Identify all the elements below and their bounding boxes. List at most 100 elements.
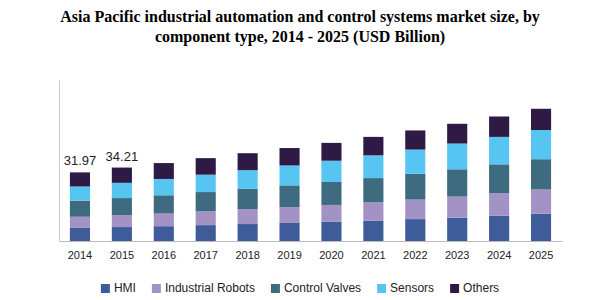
bar-segment <box>112 227 132 241</box>
legend-label: Others <box>463 281 499 295</box>
x-tick-label: 2021 <box>361 249 385 261</box>
bar-segment <box>321 182 341 205</box>
bar-segment <box>447 218 467 241</box>
x-tick: 2018 <box>235 241 259 261</box>
bar-segment <box>279 223 299 241</box>
bars <box>70 109 551 241</box>
bar-segment <box>70 201 90 217</box>
x-tick: 2017 <box>193 241 217 261</box>
x-tick-label: 2019 <box>277 249 301 261</box>
x-tick: 2014 <box>68 241 92 261</box>
bar-segment <box>238 224 258 241</box>
x-tick: 2022 <box>403 241 427 261</box>
legend-item: HMI <box>101 281 136 295</box>
x-tick-label: 2024 <box>487 249 511 261</box>
bar-segment <box>447 144 467 170</box>
x-tick: 2020 <box>319 241 343 261</box>
title: Asia Pacific industrial automation and c… <box>60 8 540 46</box>
bar-segment <box>112 198 132 215</box>
legend-label: Control Valves <box>284 281 361 295</box>
bar-segment <box>112 168 132 183</box>
bar-segment <box>489 193 509 216</box>
bar-segment <box>279 185 299 207</box>
legend-swatch <box>377 284 386 293</box>
legend-label: HMI <box>114 281 136 295</box>
series-group <box>70 189 551 227</box>
bar-segment <box>154 214 174 227</box>
bar-segment <box>238 170 258 189</box>
bar-segment <box>489 216 509 241</box>
bar-segment <box>154 163 174 179</box>
series-group <box>70 130 551 201</box>
bar-segment <box>489 137 509 164</box>
bar-segment <box>154 226 174 241</box>
bar-segment <box>363 178 383 202</box>
bar-segment <box>70 186 90 200</box>
bar-segment <box>196 158 216 175</box>
x-tick: 2023 <box>445 241 469 261</box>
x-tick: 2016 <box>152 241 176 261</box>
bar-segment <box>531 214 551 241</box>
y-axis <box>59 81 60 242</box>
x-axis: 2014 2015 2016 2017 2018 2019 2020 2021 2022 2023… <box>60 241 563 261</box>
x-tick-label: 2018 <box>235 249 259 261</box>
bar-segment <box>489 116 509 136</box>
total-label: 31.97 <box>64 153 97 168</box>
x-tick: 2021 <box>361 241 385 261</box>
bar-segment <box>112 215 132 227</box>
x-tick-label: 2022 <box>403 249 427 261</box>
legend-item: Sensors <box>377 281 434 295</box>
bar-segment <box>196 211 216 225</box>
legend-swatch <box>101 284 110 293</box>
bar-segment <box>447 197 467 218</box>
bar-segment <box>531 109 551 130</box>
x-tick: 2015 <box>110 241 134 261</box>
x-tick: 2024 <box>487 241 511 261</box>
x-tick-label: 2020 <box>319 249 343 261</box>
legend-item: Industrial Robots <box>152 281 255 295</box>
bar-segment <box>363 155 383 178</box>
chart-svg: Asia Pacific industrial automation and c… <box>0 0 600 300</box>
bar-segment <box>70 217 90 228</box>
bar-segment <box>196 225 216 241</box>
x-tick-label: 2023 <box>445 249 469 261</box>
legend-swatch <box>450 284 459 293</box>
bar-segment <box>238 209 258 224</box>
bar-segment <box>531 189 551 213</box>
legend-item: Control Valves <box>271 281 361 295</box>
x-tick-label: 2015 <box>110 249 134 261</box>
legend-swatch <box>271 284 280 293</box>
series-group <box>70 214 551 241</box>
bar-segment <box>238 189 258 209</box>
bar-segment <box>112 183 132 198</box>
series-group <box>70 109 551 187</box>
bar-segment <box>531 159 551 189</box>
bar-segment <box>363 137 383 155</box>
bar-segment <box>405 150 425 174</box>
bar-segment <box>363 202 383 220</box>
bar-segment <box>447 124 467 144</box>
bar-segment <box>70 172 90 186</box>
bar-segment <box>405 174 425 200</box>
bar-segment <box>321 222 341 241</box>
title-line: component type, 2014 - 2025 (USD Billion… <box>155 28 445 46</box>
legend-swatch <box>152 284 161 293</box>
bar-segment <box>363 221 383 241</box>
bar-segment <box>321 161 341 182</box>
x-axis-line <box>60 241 563 242</box>
bar-segment <box>279 165 299 185</box>
series-group <box>70 159 551 217</box>
bar-segment <box>321 143 341 161</box>
x-tick-label: 2017 <box>193 249 217 261</box>
x-tick-label: 2025 <box>529 249 553 261</box>
bar-segment <box>154 179 174 195</box>
bar-segment <box>279 207 299 223</box>
legend-label: Industrial Robots <box>165 281 255 295</box>
total-label: 34.21 <box>106 149 139 164</box>
bar-segment <box>196 175 216 192</box>
legend-item: Others <box>450 281 499 295</box>
bar-segment <box>405 200 425 220</box>
bar-segment <box>154 195 174 213</box>
y-axis-line <box>59 81 60 242</box>
bar-segment <box>405 130 425 149</box>
